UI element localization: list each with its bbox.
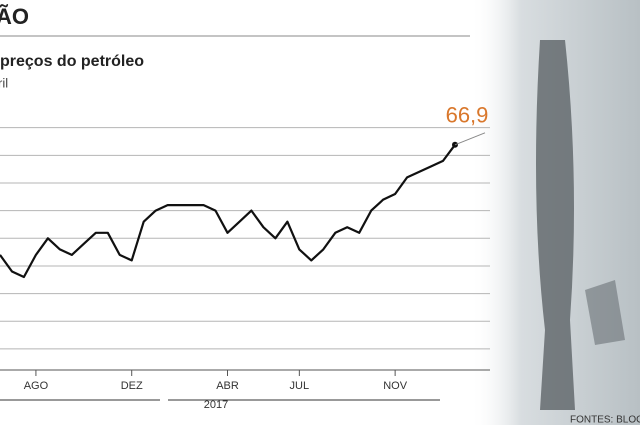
- source: FONTES: BLOO: [570, 415, 640, 425]
- x-tick-label: ABR: [216, 380, 239, 392]
- value-label: 66,9: [446, 103, 489, 128]
- x-tick-label: JUL: [290, 380, 310, 392]
- chart-title: ÃO: [0, 4, 29, 29]
- line-series: [0, 144, 456, 279]
- chart-subtitle: preços do petróleo: [0, 53, 144, 70]
- plot: AGO DEZ ABR JUL NOV 66,9: [0, 103, 490, 392]
- photo-figure: [585, 280, 625, 345]
- label-leader: [454, 132, 486, 146]
- photo-gusher: [536, 40, 575, 410]
- x-tick-label: NOV: [383, 380, 408, 392]
- unit-note: ril: [0, 75, 8, 90]
- x-tick-label: AGO: [24, 380, 49, 392]
- year-label: 2017: [204, 399, 228, 411]
- x-tick-label: DEZ: [121, 380, 143, 392]
